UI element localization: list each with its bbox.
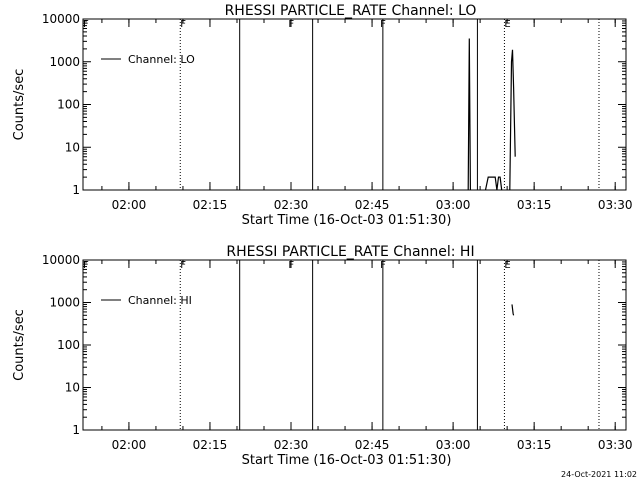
flag-marker: E: [504, 260, 510, 271]
x-tick-label: 02:00: [112, 198, 147, 212]
x-tick-label: 03:30: [598, 438, 633, 452]
y-axis-label: Counts/sec: [12, 69, 27, 141]
flag-marker: F: [380, 260, 386, 271]
x-tick-label: 03:00: [436, 198, 471, 212]
plot-frame: [82, 259, 627, 431]
data-series-line: [467, 38, 471, 191]
y-tick-label: 1: [72, 183, 80, 197]
legend-label: Channel: HI: [128, 294, 192, 307]
flag-marker: F: [180, 19, 186, 30]
y-tick-label: 1000: [49, 55, 80, 69]
data-series-line: [509, 49, 516, 191]
x-tick-label: 02:45: [355, 198, 390, 212]
x-tick-label: 02:30: [274, 198, 309, 212]
y-tick-label: 1: [72, 423, 80, 437]
x-tick-label: 03:00: [436, 438, 471, 452]
plot-frame: [82, 18, 627, 191]
x-axis-label: Start Time (16-Oct-03 01:51:30): [242, 453, 452, 468]
x-tick-label: 02:15: [193, 438, 228, 452]
y-axis-label: Counts/sec: [12, 309, 27, 381]
data-series-line: [484, 176, 503, 191]
y-tick-label: 10: [65, 140, 80, 154]
chart-panel-1: RHESSI PARTICLE_RATE Channel: LO Counts/s…: [12, 3, 632, 228]
flag-marker: F: [180, 260, 186, 271]
timestamp-label: 24-Oct-2021 11:02: [561, 470, 637, 479]
flag-marker: F: [83, 260, 89, 271]
data-series-line: [511, 304, 515, 316]
chart-title: RHESSI PARTICLE_RATE Channel: HI: [226, 244, 474, 260]
legend-label: Channel: LO: [128, 53, 195, 66]
chart-panel-2: RHESSI PARTICLE_RATE Channel: HI Counts/s…: [12, 244, 632, 468]
y-tick-label: 100: [57, 98, 80, 112]
y-tick-label: 10: [65, 381, 80, 395]
y-tick-label: 100: [57, 338, 80, 352]
x-tick-label: 02:00: [112, 438, 147, 452]
x-tick-label: 03:30: [598, 198, 633, 212]
x-tick-label: 03:15: [517, 438, 552, 452]
flag-marker: F: [83, 19, 89, 30]
flag-marker: E: [504, 19, 510, 30]
y-tick-label: 10000: [42, 253, 80, 267]
x-tick-label: 02:30: [274, 438, 309, 452]
flag-marker: F: [288, 19, 294, 30]
x-tick-label: 02:15: [193, 198, 228, 212]
chart-title: RHESSI PARTICLE_RATE Channel: LO: [225, 3, 477, 19]
y-tick-label: 10000: [42, 12, 80, 26]
x-axis-label: Start Time (16-Oct-03 01:51:30): [242, 213, 452, 228]
y-tick-label: 1000: [49, 296, 80, 310]
x-tick-label: 02:45: [355, 438, 390, 452]
flag-marker: F: [288, 260, 294, 271]
x-tick-label: 03:15: [517, 198, 552, 212]
flag-marker: F: [380, 19, 386, 30]
